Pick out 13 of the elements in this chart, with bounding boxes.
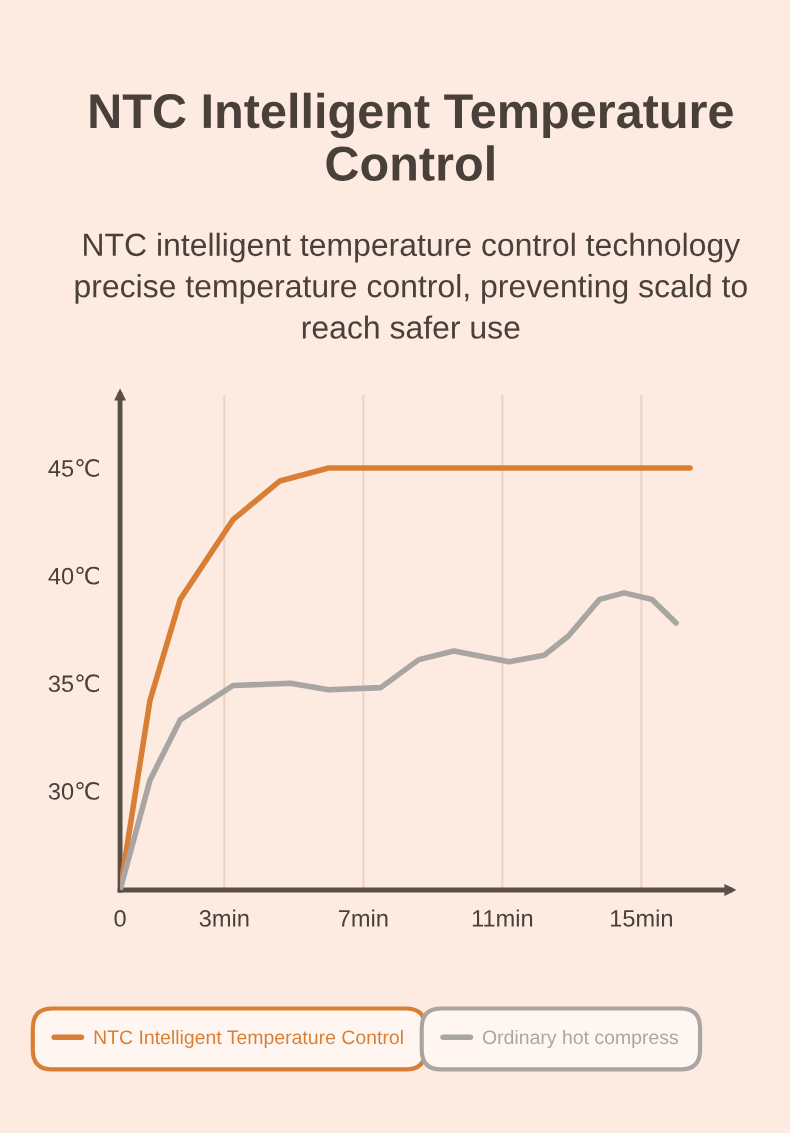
x-tick-label: 11min — [472, 909, 533, 927]
x-tick-label: 7min — [338, 909, 388, 927]
x-tick-label: 3min — [199, 909, 249, 927]
y-tick-label: 35℃ — [48, 674, 99, 693]
x-tick-label: 15min — [610, 909, 672, 927]
y-tick-label: 40℃ — [48, 566, 99, 585]
y-tick-label: 45℃ — [48, 459, 99, 477]
y-tick-label: 30℃ — [48, 781, 99, 800]
chart-title: NTC Intelligent Temperature Control — [90, 92, 733, 181]
legend-label: NTC Intelligent Temperature Control — [94, 1029, 403, 1049]
chart-subtitle: NTC intelligent temperature control technology precise temperature control, preventing scald to reach safer use — [75, 232, 747, 339]
legend-label: Ordinary hot compress — [482, 1029, 678, 1049]
x-tick-label: 0 — [114, 910, 126, 927]
